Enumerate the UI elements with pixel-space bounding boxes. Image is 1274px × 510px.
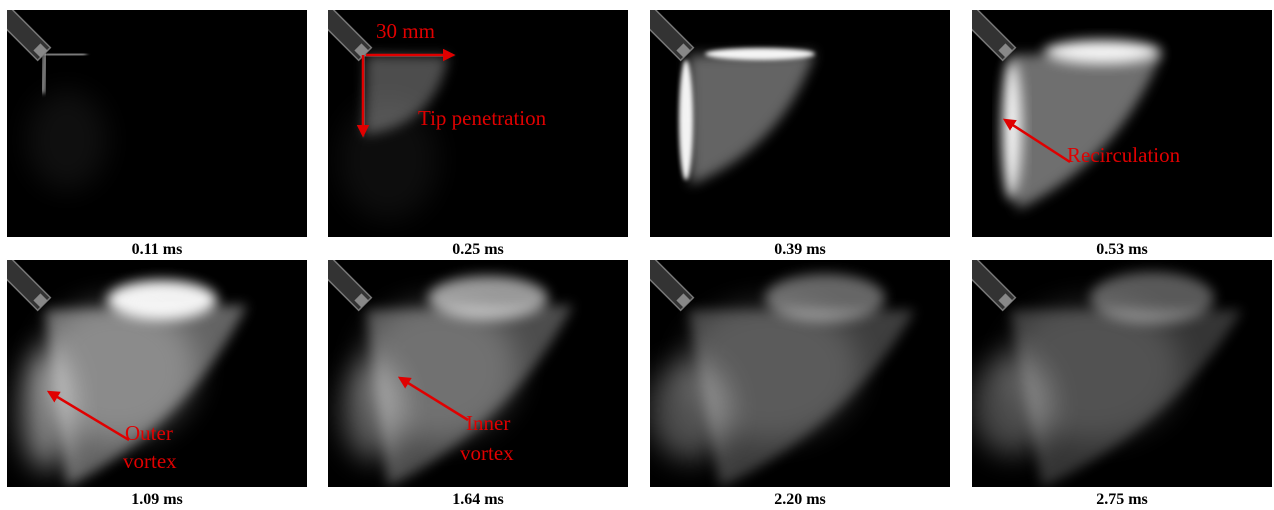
caption: 1.09 ms (131, 491, 183, 508)
caption: 0.11 ms (132, 241, 183, 258)
spray-image (631, 248, 950, 487)
annotation-text: Tip penetration (418, 106, 547, 130)
annotation-text: 30 mm (376, 19, 435, 43)
figure: 0.11 ms 0.25 ms 30 mm Tip penetration 0.39 m… (0, 0, 1274, 510)
spray-cloud (27, 90, 107, 190)
caption: 2.20 ms (774, 491, 826, 508)
page: 0.11 ms 0.25 ms 30 mm Tip penetration 0.39 m… (0, 0, 1274, 510)
panel: 0.25 ms 30 mm Tip penetration (309, 0, 628, 258)
panel: 2.20 ms (631, 248, 950, 508)
spray-cloud (680, 300, 860, 440)
spray-jet (45, 54, 85, 55)
panel: 0.11 ms (0, 0, 307, 258)
annotation-text: Recirculation (1067, 143, 1181, 167)
annotation-text: vortex (123, 449, 177, 473)
panel: 0.39 ms (631, 0, 950, 258)
panel: 1.09 ms Outer vortex (0, 248, 307, 508)
spray-cloud (679, 60, 693, 180)
panel: 2.75 ms (953, 248, 1272, 508)
caption: 2.75 ms (1096, 491, 1148, 508)
spray-image (953, 0, 1272, 237)
caption: 0.53 ms (1096, 241, 1148, 258)
spray-image (0, 0, 307, 237)
spray-image (631, 0, 950, 237)
spray-cloud (705, 48, 815, 60)
panel: 1.64 ms Inner vortex (309, 248, 628, 508)
annotation-text: Outer (125, 421, 173, 445)
spray-cloud (37, 300, 197, 440)
spray-image (953, 248, 1272, 487)
caption: 0.25 ms (452, 241, 504, 258)
caption: 0.39 ms (774, 241, 826, 258)
annotation-text: vortex (460, 441, 514, 465)
spray-cloud (1044, 40, 1160, 64)
spray-jet (43, 55, 45, 92)
caption: 1.64 ms (452, 491, 504, 508)
panel: 0.53 ms Recirculation (953, 0, 1272, 258)
spray-cloud (1002, 300, 1182, 440)
annotation-text: Inner (466, 411, 510, 435)
